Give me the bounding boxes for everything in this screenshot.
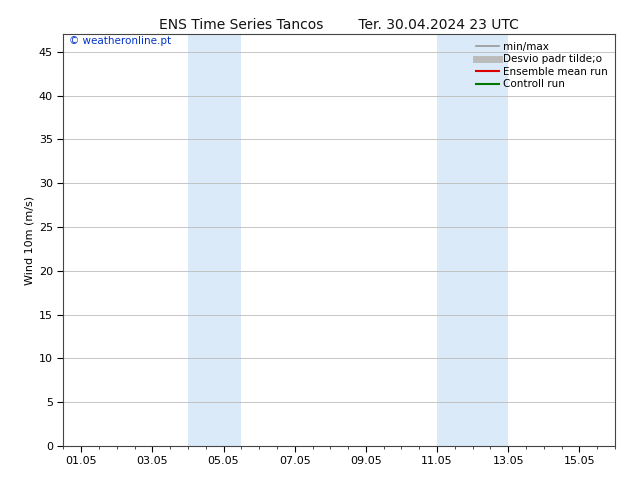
Legend: min/max, Desvio padr tilde;o, Ensemble mean run, Controll run: min/max, Desvio padr tilde;o, Ensemble m… <box>474 40 610 92</box>
Y-axis label: Wind 10m (m/s): Wind 10m (m/s) <box>25 196 35 285</box>
Bar <box>437 34 508 446</box>
Title: ENS Time Series Tancos        Ter. 30.04.2024 23 UTC: ENS Time Series Tancos Ter. 30.04.2024 2… <box>159 18 519 32</box>
Text: © weatheronline.pt: © weatheronline.pt <box>69 36 171 47</box>
Bar <box>188 34 242 446</box>
